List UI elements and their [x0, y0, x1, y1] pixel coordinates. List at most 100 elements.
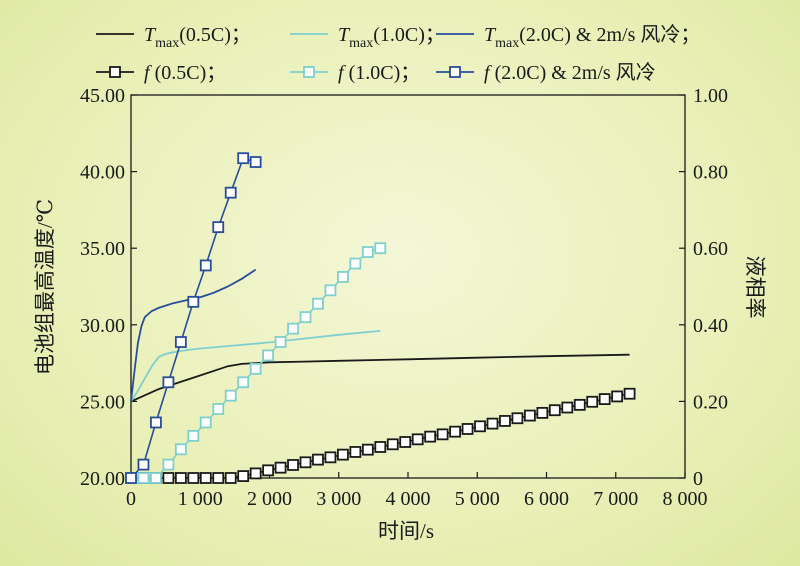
data-point — [174, 472, 187, 484]
plot-border — [130, 94, 686, 479]
data-point — [224, 186, 237, 199]
data-point — [125, 472, 137, 484]
series-layer — [125, 152, 636, 484]
data-point — [349, 446, 362, 458]
data-point — [212, 472, 225, 484]
data-point — [224, 472, 237, 484]
data-point — [174, 443, 187, 456]
series-5 — [125, 242, 387, 484]
data-point — [137, 472, 150, 484]
data-point — [299, 311, 312, 324]
data-point — [199, 259, 212, 272]
data-point — [299, 456, 312, 469]
data-point — [411, 433, 424, 446]
x-tick-label: 2 000 — [247, 488, 292, 510]
data-point — [187, 429, 200, 442]
data-point — [162, 376, 175, 389]
data-point — [548, 404, 561, 417]
data-point — [137, 458, 150, 471]
data-point — [474, 420, 486, 433]
data-point — [374, 242, 387, 255]
data-point — [187, 472, 200, 484]
data-point — [523, 409, 536, 422]
data-point — [486, 417, 499, 430]
legend-item-3: Tmax(2.0C) & 2m/s 风冷； — [436, 23, 700, 51]
series-2 — [130, 330, 381, 402]
x-tick-label: 0 — [126, 488, 136, 510]
data-point — [337, 448, 349, 461]
y-right-tick-label: 0.40 — [693, 315, 728, 337]
data-point — [561, 401, 574, 414]
data-point — [611, 390, 624, 403]
data-point — [262, 349, 275, 362]
x-tick-label: 6 000 — [524, 488, 569, 510]
y-axis-left: 20.00 25.00 30.00 35.00 40.00 45.00 — [80, 85, 137, 490]
data-point — [386, 438, 399, 451]
y-left-tick-label: 40.00 — [80, 162, 125, 184]
x-tick-label: 4 000 — [386, 488, 431, 510]
legend-item-1: Tmax(0.5C)； — [96, 24, 251, 51]
data-point — [349, 257, 362, 270]
legend-label: Tmax(1.0C)； — [338, 24, 445, 51]
y-left-tick-label: 30.00 — [80, 315, 125, 337]
data-point — [199, 472, 212, 484]
data-point — [623, 387, 636, 400]
legend-marker — [449, 66, 461, 78]
legend-item-2: Tmax(1.0C)； — [290, 24, 445, 51]
legend-item-6: f (2.0C) & 2m/s 风冷 — [436, 61, 656, 84]
data-point — [162, 472, 175, 484]
data-point — [337, 271, 349, 283]
data-point — [162, 458, 175, 471]
data-point — [586, 395, 599, 408]
legend-label: f (2.0C) & 2m/s 风冷 — [484, 61, 656, 84]
legend: Tmax(0.5C)； Tmax(1.0C)； Tmax(2.0C) & 2m/s … — [96, 23, 700, 84]
data-point — [499, 415, 511, 427]
data-point — [237, 152, 250, 165]
data-point — [212, 403, 225, 415]
data-point — [598, 393, 611, 406]
legend-label: f (0.5C)； — [144, 62, 226, 84]
series-line — [130, 353, 630, 403]
y-right-tick-label: 1.00 — [693, 85, 728, 107]
data-point — [274, 461, 287, 474]
series-line — [130, 330, 381, 402]
data-point — [361, 443, 374, 456]
data-point — [249, 467, 262, 480]
data-point — [573, 398, 586, 411]
data-point — [399, 436, 412, 448]
y-right-tick-label: 0.80 — [693, 162, 728, 184]
data-point — [324, 451, 337, 464]
data-point — [324, 284, 337, 297]
legend-marker — [109, 66, 121, 78]
y-axis-left-label: 电池组最高温度/℃ — [33, 199, 57, 375]
data-point — [237, 470, 250, 482]
y-axis-right: 0 0.20 0.40 0.60 0.80 1.00 — [679, 85, 728, 490]
data-point — [199, 416, 212, 429]
x-axis-label: 时间/s — [378, 519, 434, 543]
y-left-tick-label: 25.00 — [80, 391, 125, 413]
data-point — [424, 430, 437, 443]
legend-label: Tmax(0.5C)； — [144, 24, 251, 51]
x-axis: 0 1 000 2 000 3 000 4 000 5 000 6 000 7 000 8 00… — [126, 472, 708, 510]
series-1 — [130, 353, 630, 403]
legend-label: f (1.0C)； — [338, 62, 420, 84]
data-point — [287, 459, 299, 471]
x-tick-label: 1 000 — [178, 488, 223, 510]
data-point — [212, 221, 225, 234]
data-point — [287, 322, 299, 335]
y-axis-right-label: 液相率 — [743, 256, 767, 319]
data-point — [436, 428, 449, 441]
data-point — [312, 453, 324, 466]
data-point — [237, 376, 250, 389]
data-point — [187, 295, 200, 308]
legend-item-5: f (1.0C)； — [290, 62, 420, 84]
legend-label: Tmax(2.0C) & 2m/s 风冷； — [484, 23, 700, 51]
x-tick-label: 8 000 — [663, 488, 708, 510]
series-6 — [125, 152, 262, 484]
x-tick-label: 5 000 — [455, 488, 500, 510]
data-point — [536, 406, 549, 419]
data-point — [274, 336, 287, 348]
data-point — [449, 425, 461, 438]
legend-item-4: f (0.5C)； — [96, 62, 226, 84]
